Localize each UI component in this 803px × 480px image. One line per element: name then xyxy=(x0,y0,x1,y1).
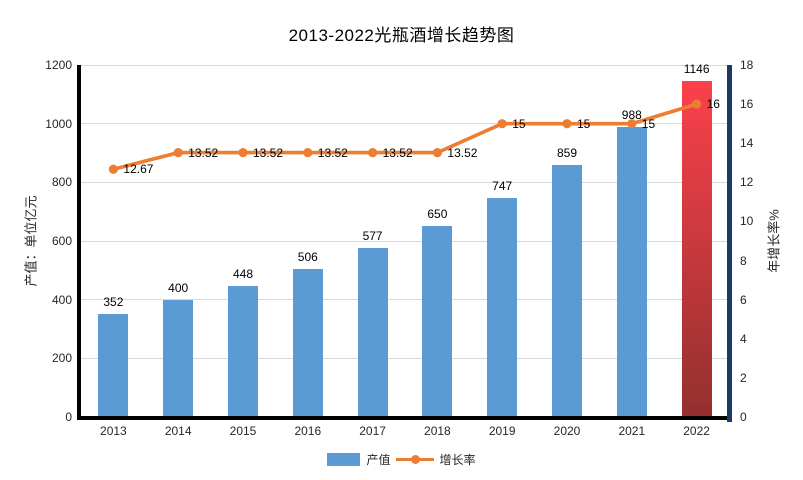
line-value-label: 15 xyxy=(577,116,591,131)
grid-line xyxy=(81,181,729,183)
line-marker xyxy=(627,119,637,129)
left-axis xyxy=(77,65,81,419)
bar xyxy=(487,197,518,417)
y-axis-tick-left: 1200 xyxy=(45,58,72,72)
line-marker xyxy=(497,119,507,129)
bar xyxy=(98,313,129,417)
x-axis-tick: 2015 xyxy=(229,424,257,438)
bar-value-label: 400 xyxy=(168,280,189,295)
line-marker xyxy=(432,148,442,158)
x-axis-tick: 2013 xyxy=(100,424,127,438)
bar xyxy=(357,247,388,417)
grid-line xyxy=(81,123,729,125)
grid-line xyxy=(81,357,729,359)
line-marker xyxy=(108,164,118,174)
line-value-label: 15 xyxy=(512,116,526,131)
right-axis xyxy=(727,65,732,422)
line-marker xyxy=(692,99,702,109)
x-axis-tick: 2018 xyxy=(424,424,451,438)
y-axis-tick-left: 1000 xyxy=(45,116,72,131)
bar xyxy=(616,127,647,417)
bar-value-label: 859 xyxy=(556,146,578,161)
line-value-label: 12.67 xyxy=(123,162,154,177)
y-axis-tick-right: 16 xyxy=(740,97,754,112)
line-value-label: 15 xyxy=(641,116,656,131)
y-axis-tick-right: 8 xyxy=(740,253,747,268)
right-axis-title: 年增长率% xyxy=(766,209,782,273)
y-axis-tick-left: 200 xyxy=(51,351,72,366)
line-marker xyxy=(368,148,378,158)
line-value-label: 16 xyxy=(706,97,720,112)
y-axis-tick-left: 0 xyxy=(65,410,72,424)
line-value-label: 13.52 xyxy=(188,145,219,160)
bar xyxy=(292,268,323,417)
y-axis-tick-right: 4 xyxy=(740,331,747,346)
legend-bar-label: 产值 xyxy=(366,452,391,467)
y-axis-tick-left: 600 xyxy=(51,234,72,248)
legend: 产值 增长率 xyxy=(0,451,803,467)
bar-value-label: 1146 xyxy=(683,61,710,76)
line-marker xyxy=(238,148,248,158)
x-axis-tick: 2022 xyxy=(683,424,710,438)
y-axis-tick-right: 10 xyxy=(740,214,754,229)
y-axis-tick-right: 12 xyxy=(740,175,754,190)
line-value-label: 13.52 xyxy=(382,145,413,160)
y-axis-tick-left: 400 xyxy=(51,292,72,307)
bar xyxy=(228,285,258,417)
x-axis-tick: 2020 xyxy=(553,424,581,438)
y-axis-tick-right: 6 xyxy=(740,292,747,307)
line-stroke xyxy=(112,102,698,171)
line-value-label: 13.52 xyxy=(317,145,348,160)
line-value-label: 13.52 xyxy=(447,145,478,160)
bar xyxy=(422,226,453,417)
legend-line-swatch xyxy=(395,453,434,466)
bar-value-label: 577 xyxy=(362,228,383,243)
bar-value-label: 352 xyxy=(103,294,124,309)
grid-line xyxy=(81,299,729,301)
line-value-label: 13.52 xyxy=(253,145,284,160)
bar xyxy=(163,299,194,417)
bar-value-label: 506 xyxy=(297,249,318,264)
legend-line-label: 增长率 xyxy=(439,452,476,467)
line-marker xyxy=(562,119,572,129)
grid-line xyxy=(81,64,729,66)
grid-line xyxy=(81,240,729,242)
y-axis-tick-right: 0 xyxy=(740,410,747,424)
line-marker xyxy=(303,148,313,158)
bar-value-label: 988 xyxy=(621,108,642,123)
y-axis-tick-right: 14 xyxy=(740,136,754,151)
x-axis-tick: 2017 xyxy=(359,424,386,438)
line-marker xyxy=(173,148,183,158)
x-axis-tick: 2014 xyxy=(164,424,192,438)
y-axis-tick-right: 18 xyxy=(740,58,754,72)
left-axis-title: 产值：单位亿元 xyxy=(23,195,39,287)
y-axis-tick-right: 2 xyxy=(740,370,747,385)
bottom-axis xyxy=(77,416,731,420)
bar xyxy=(681,80,712,417)
legend-line-dot xyxy=(410,454,420,464)
chart-title: 2013-2022光瓶酒增长趋势图 xyxy=(288,26,515,45)
bar-value-label: 747 xyxy=(492,178,513,193)
y-axis-tick-left: 800 xyxy=(51,175,72,190)
x-axis-tick: 2019 xyxy=(488,424,516,438)
bar-value-label: 650 xyxy=(427,207,448,222)
bar xyxy=(552,165,582,417)
x-axis-tick: 2016 xyxy=(294,424,322,438)
legend-bar-swatch xyxy=(327,452,361,466)
bar-value-label: 448 xyxy=(232,266,254,281)
x-axis-tick: 2021 xyxy=(618,424,646,438)
